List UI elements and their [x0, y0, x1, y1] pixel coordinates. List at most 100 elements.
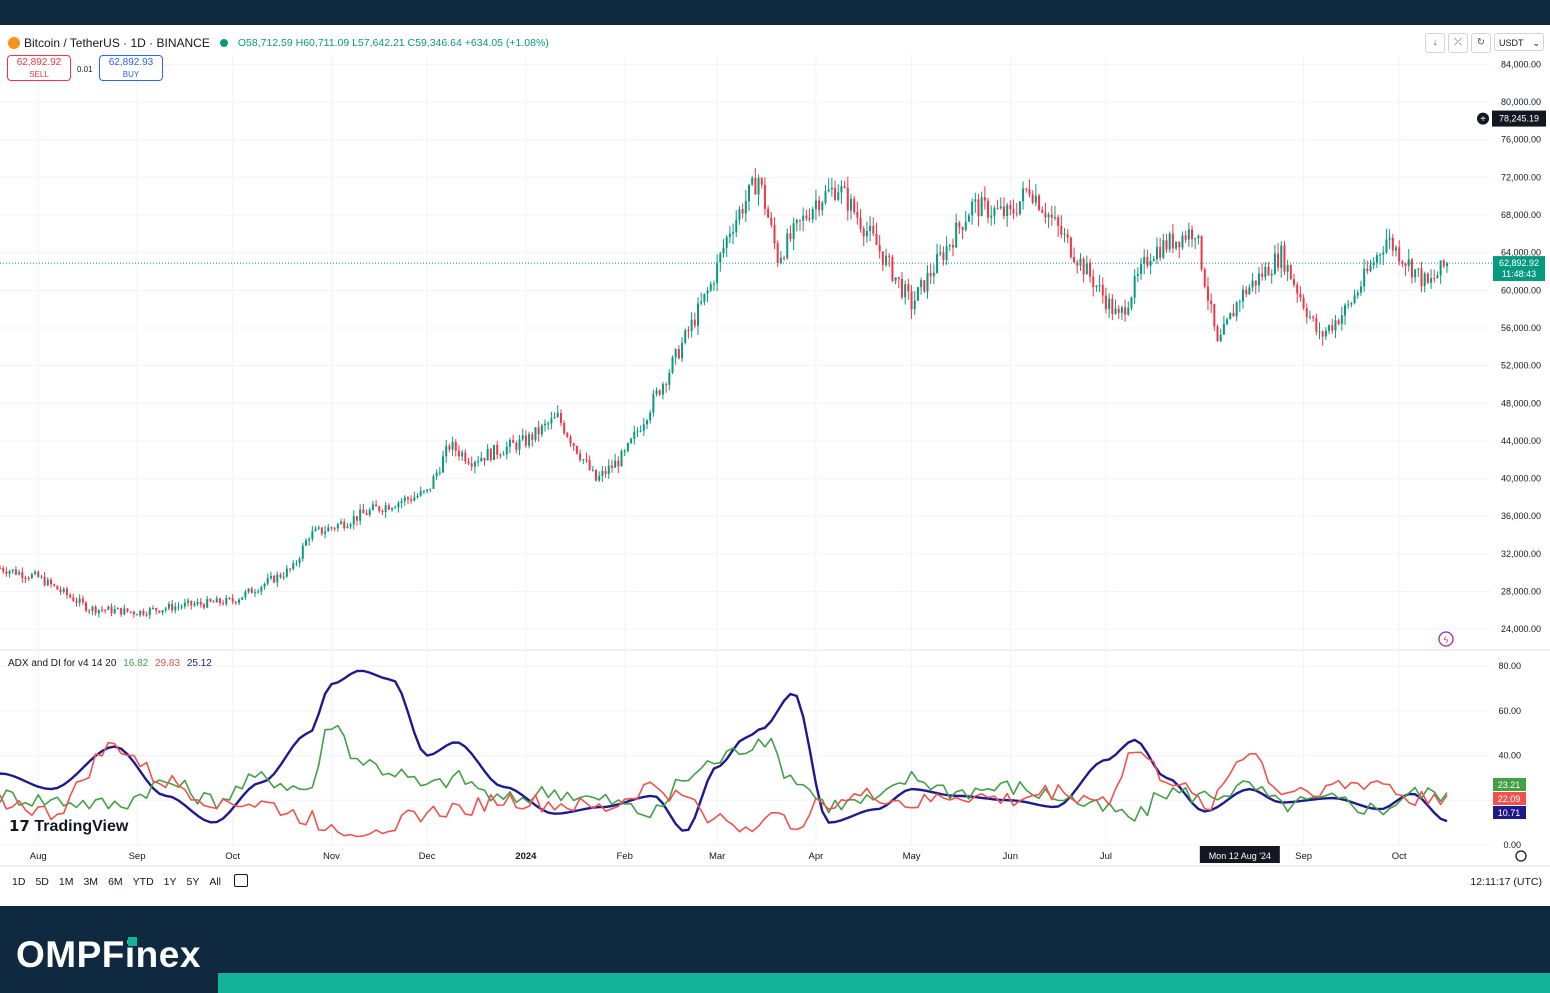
candle-body: [881, 251, 884, 265]
refresh-icon[interactable]: ↻: [1471, 33, 1491, 53]
candle-body: [1347, 304, 1350, 306]
candle-body: [1353, 295, 1356, 304]
period-6m[interactable]: 6M: [108, 876, 123, 888]
download-icon[interactable]: ↓: [1425, 33, 1445, 53]
candle-body: [1270, 274, 1273, 276]
candle-body: [964, 221, 967, 230]
candle-body: [1200, 235, 1203, 270]
chart-svg[interactable]: 84,000.00 80,000.00 76,000.00 72,000.00 68,0…: [0, 25, 1550, 900]
candle-body: [91, 606, 94, 611]
candle-body: [888, 255, 891, 258]
candle-body: [1433, 278, 1436, 280]
price-axis-label: 80,000.00: [1501, 97, 1541, 107]
chart-area[interactable]: 84,000.00 80,000.00 76,000.00 72,000.00 68,0…: [0, 25, 1550, 900]
period-1y[interactable]: 1Y: [163, 876, 177, 888]
candle-body: [1267, 266, 1270, 276]
lightning-icon: [1438, 631, 1454, 647]
candle-body: [151, 608, 154, 610]
candle-body: [528, 434, 531, 446]
sell-button[interactable]: 62,892.92 SELL: [7, 55, 71, 81]
candle-body: [75, 601, 78, 603]
candle-body: [1401, 261, 1404, 264]
price-axis-label: 40,000.00: [1501, 474, 1541, 484]
candle-body: [951, 244, 954, 248]
candle-body: [1308, 316, 1311, 318]
period-1d[interactable]: 1D: [12, 876, 26, 888]
candle-body: [588, 460, 591, 470]
candle-body: [406, 497, 409, 500]
candle-body: [585, 459, 588, 461]
candle-body: [145, 614, 148, 616]
candle-body: [480, 457, 483, 462]
candle-body: [1388, 237, 1391, 240]
candle-body: [763, 184, 766, 209]
candle-body: [1382, 252, 1385, 255]
plus-icon: [1477, 112, 1489, 125]
candle-body: [547, 423, 550, 425]
candle-body: [537, 427, 540, 435]
period-5d[interactable]: 5D: [35, 876, 49, 888]
candle-body: [668, 372, 671, 385]
candle-body: [1238, 301, 1241, 303]
candle-body: [1194, 238, 1197, 240]
candle-body: [990, 215, 993, 218]
candle-body: [238, 599, 241, 603]
period-all[interactable]: All: [209, 876, 222, 888]
period-3m[interactable]: 3M: [83, 876, 99, 888]
candle-body: [435, 472, 438, 477]
candle-body: [1222, 323, 1225, 335]
candle-body: [540, 425, 543, 435]
adx-value-tag: [1493, 806, 1526, 819]
candle-body: [550, 418, 553, 424]
candle-body: [958, 222, 961, 228]
period-1m[interactable]: 1M: [58, 876, 74, 888]
candle-body: [1226, 319, 1229, 324]
period-ytd[interactable]: YTD: [132, 876, 154, 888]
candle-body: [1133, 275, 1136, 298]
candle-body: [1305, 308, 1308, 318]
candle-body: [955, 222, 958, 248]
candle-body: [614, 460, 617, 468]
candle-body: [559, 412, 562, 424]
candle-body: [1407, 259, 1410, 266]
candle-body: [1095, 285, 1098, 288]
utc-clock[interactable]: 12:11:17 (UTC): [1470, 876, 1542, 888]
buy-button[interactable]: 62,892.93 BUY: [99, 55, 163, 81]
candle-body: [410, 499, 413, 501]
time-axis-label: May: [903, 851, 921, 862]
indicator-value-2: 29.83: [155, 658, 181, 669]
currency-select[interactable]: USDT ⌄: [1494, 33, 1544, 51]
candle-body: [945, 246, 948, 260]
candle-body: [1331, 325, 1334, 331]
time-axis-label: Aug: [30, 851, 47, 862]
candle-body: [1178, 241, 1181, 248]
candle-body: [400, 501, 403, 503]
candle-body: [789, 233, 792, 240]
period-5y[interactable]: 5Y: [186, 876, 200, 888]
price-axis-label: 32,000.00: [1501, 549, 1541, 559]
candle-body: [1038, 195, 1041, 210]
candle-body: [512, 440, 515, 443]
tradingview-brand[interactable]: 𝟭𝟳 TradingView: [9, 817, 128, 836]
candle-body: [649, 412, 652, 421]
candle-body: [738, 209, 741, 220]
candle-body: [786, 233, 789, 259]
time-axis-label: Feb: [617, 851, 633, 862]
time-axis-label: Sep: [1295, 851, 1312, 862]
candle-body: [263, 583, 266, 587]
collapse-icon[interactable]: ⤫: [1448, 33, 1468, 53]
symbol-title[interactable]: Bitcoin / TetherUS · 1D · BINANCE: [24, 36, 210, 50]
indicator-legend[interactable]: ADX and DI for v4 14 20 16.82 29.83 25.1…: [8, 658, 212, 669]
candle-body: [218, 598, 221, 604]
candle-body: [97, 609, 100, 614]
candle-body: [196, 601, 199, 604]
candle-body: [1337, 320, 1340, 325]
price-axis-label: 76,000.00: [1501, 135, 1541, 145]
calendar-icon[interactable]: [234, 874, 248, 887]
candle-body: [1057, 217, 1060, 226]
candle-body: [180, 606, 183, 608]
candle-body: [916, 287, 919, 301]
candle-body: [1028, 189, 1031, 195]
tradingview-logo-icon: 𝟭𝟳: [9, 818, 30, 835]
candle-body: [862, 228, 865, 237]
